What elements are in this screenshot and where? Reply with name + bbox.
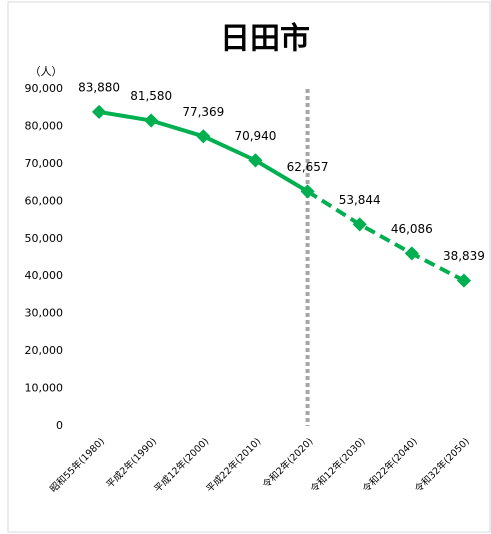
y-tick-label: 80,000: [25, 119, 64, 132]
y-unit-label: （人）: [30, 65, 63, 78]
data-label: 53,844: [339, 193, 381, 207]
data-label: 38,839: [443, 249, 485, 263]
y-tick-label: 0: [56, 419, 63, 432]
y-tick-label: 40,000: [25, 269, 64, 282]
marker: [300, 184, 315, 199]
data-label: 70,940: [234, 129, 276, 143]
x-tick-label: 平成2年(1990): [104, 435, 159, 490]
y-tick-label: 20,000: [25, 344, 64, 357]
marker: [248, 153, 263, 168]
data-label: 77,369: [182, 105, 224, 119]
marker: [404, 246, 419, 261]
x-tick-label: 令和32年(2050): [412, 435, 472, 495]
marker: [144, 113, 159, 128]
x-tick-label: 令和22年(2040): [360, 435, 420, 495]
y-tick-label: 70,000: [25, 157, 64, 170]
chart-frame: [7, 1, 491, 533]
x-tick-label: 平成12年(2000): [152, 435, 212, 495]
marker: [196, 129, 211, 144]
chart-title: 日田市: [220, 22, 310, 57]
marker: [91, 104, 107, 119]
x-tick-label: 令和12年(2030): [308, 435, 368, 495]
marker: [456, 273, 472, 288]
data-label: 62,657: [287, 160, 329, 174]
x-tick-label: 令和2年(2020): [260, 435, 315, 490]
y-tick-label: 30,000: [25, 307, 64, 320]
line-actual: [98, 109, 309, 194]
data-label: 46,086: [391, 222, 433, 236]
line-projection: [306, 189, 465, 283]
x-tick-label: 平成22年(2010): [204, 435, 264, 495]
y-tick-label: 10,000: [25, 382, 64, 395]
data-label: 83,880: [78, 80, 120, 94]
data-label: 81,580: [130, 89, 172, 103]
y-tick-label: 60,000: [25, 194, 64, 207]
marker: [352, 217, 367, 232]
y-tick-label: 90,000: [25, 82, 64, 95]
y-tick-label: 50,000: [25, 232, 64, 245]
x-tick-label: 昭和55年(1980): [47, 435, 107, 495]
